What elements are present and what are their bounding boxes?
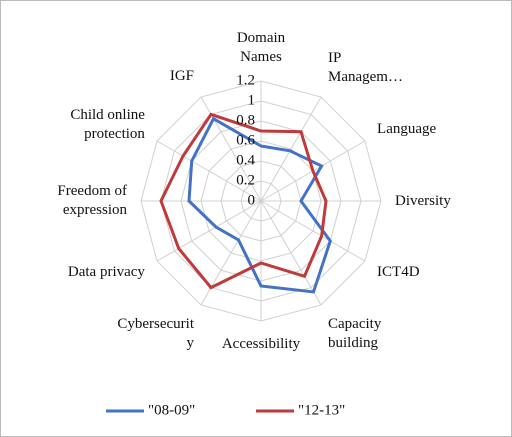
category-label: Diversity [395,192,451,209]
category-label: Capacity building [328,315,382,351]
category-label: ICT4D [377,264,420,281]
spoke [260,200,366,262]
category-label: Child online protection [70,106,145,142]
spoke [200,200,262,306]
spoke [260,200,322,306]
tick-label: 1 [248,92,256,108]
category-label: Language [377,120,437,137]
spoke [260,96,322,202]
tick-label: 0.4 [236,152,255,168]
category-label: Accessibility [221,336,301,352]
spoke [156,200,262,262]
tick-label: 0.8 [236,112,255,128]
tick-label: 0 [248,192,256,208]
legend-label: "12-13" [298,402,345,418]
tick-label: 0.6 [236,132,255,148]
category-label: Data privacy [67,264,145,281]
category-label: Freedom of expression [57,183,127,218]
series-line [187,116,332,294]
category-label: Cybersecurity [117,315,194,351]
tick-label: 1.2 [236,72,255,88]
spoke [156,140,262,202]
tick-label: 0.2 [236,172,255,188]
series-line [159,112,328,290]
category-label: IGF [169,68,194,85]
legend-label: "08-09" [148,402,195,418]
category-label: Domain Names [236,30,286,65]
category-label: IP Managem… [328,50,403,86]
